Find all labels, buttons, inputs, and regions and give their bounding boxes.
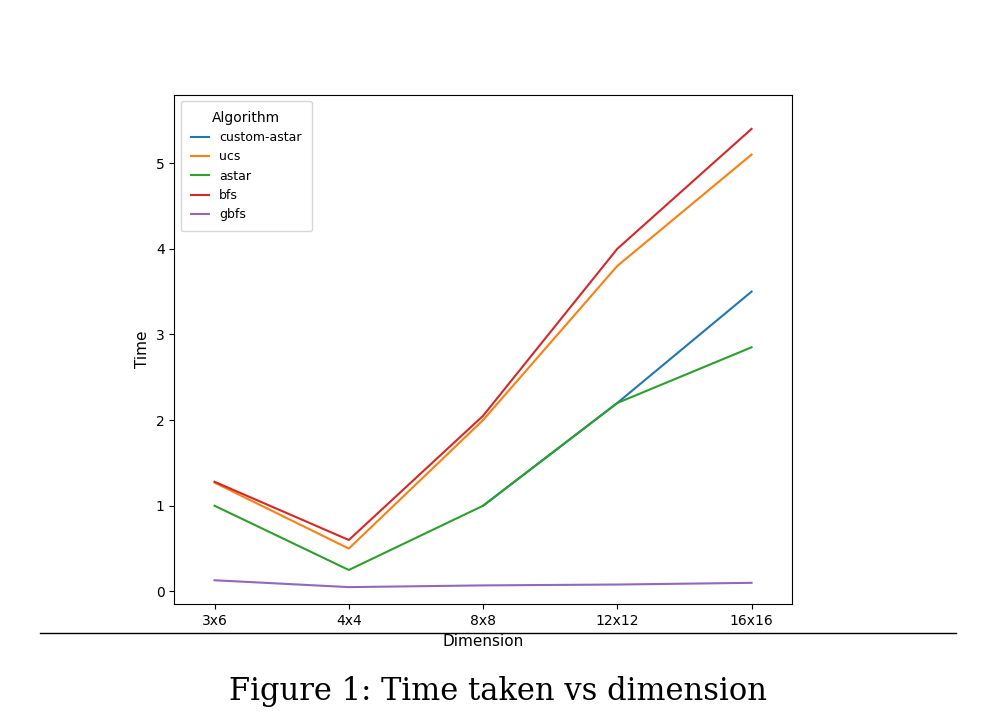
gbfs — [477, 581, 489, 590]
astar — [746, 343, 758, 352]
gbfs — [343, 582, 355, 591]
Line: custom-astar: custom-astar — [483, 292, 752, 506]
bfs — [477, 411, 489, 420]
bfs — [208, 478, 220, 486]
gbfs — [746, 579, 758, 587]
custom-astar — [746, 288, 758, 296]
bfs — [612, 245, 623, 253]
Line: bfs: bfs — [214, 129, 752, 540]
astar — [477, 502, 489, 510]
astar — [612, 399, 623, 408]
Line: gbfs: gbfs — [214, 580, 752, 587]
Line: astar: astar — [214, 347, 752, 570]
ucs — [343, 545, 355, 553]
ucs — [746, 150, 758, 159]
X-axis label: Dimension: Dimension — [442, 633, 524, 649]
bfs — [746, 124, 758, 133]
custom-astar — [477, 502, 489, 510]
gbfs — [612, 580, 623, 589]
custom-astar — [612, 399, 623, 408]
astar — [208, 502, 220, 510]
gbfs — [208, 576, 220, 585]
ucs — [208, 478, 220, 487]
Line: ucs: ucs — [214, 154, 752, 549]
ucs — [477, 416, 489, 424]
bfs — [343, 536, 355, 545]
astar — [343, 566, 355, 574]
Text: Figure 1: Time taken vs dimension: Figure 1: Time taken vs dimension — [229, 676, 767, 707]
Y-axis label: Time: Time — [135, 331, 150, 368]
ucs — [612, 261, 623, 270]
Legend: custom-astar, ucs, astar, bfs, gbfs: custom-astar, ucs, astar, bfs, gbfs — [180, 101, 312, 231]
